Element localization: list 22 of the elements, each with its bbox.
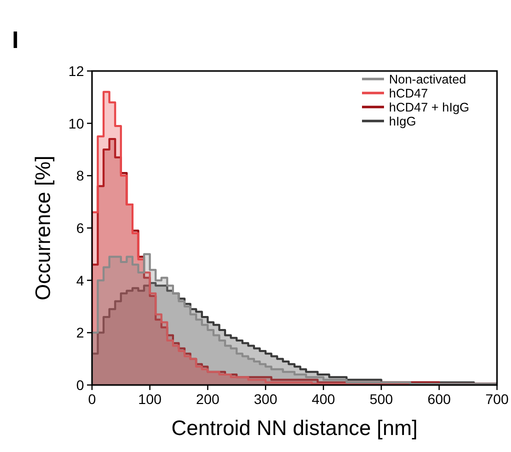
x-tick-label: 500 <box>370 391 394 407</box>
y-tick-label: 8 <box>76 168 84 184</box>
y-tick-label: 6 <box>76 220 84 236</box>
y-tick-label: 2 <box>76 324 84 341</box>
x-tick-label: 600 <box>427 391 452 407</box>
y-axis-title: Occurrence [%] <box>32 156 55 300</box>
legend-label: Non-activated <box>389 72 466 86</box>
legend-label: hIgG <box>389 114 416 128</box>
y-tick-label: 0 <box>76 377 84 393</box>
legend-label: hCD47 + hIgG <box>389 100 470 114</box>
x-tick-label: 700 <box>485 391 509 407</box>
y-tick-label: 10 <box>68 115 84 132</box>
y-tick-label: 4 <box>76 272 84 288</box>
legend-label: hCD47 <box>389 86 428 100</box>
x-tick-label: 200 <box>196 391 220 407</box>
x-tick-label: 400 <box>312 391 336 407</box>
y-tick-label: 12 <box>68 63 84 79</box>
chart-title: I <box>12 27 19 54</box>
x-tick-label: 100 <box>138 391 162 407</box>
x-axis-title: Centroid NN distance [nm] <box>171 417 418 440</box>
x-tick-label: 300 <box>254 391 278 407</box>
x-tick-label: 0 <box>88 391 96 407</box>
